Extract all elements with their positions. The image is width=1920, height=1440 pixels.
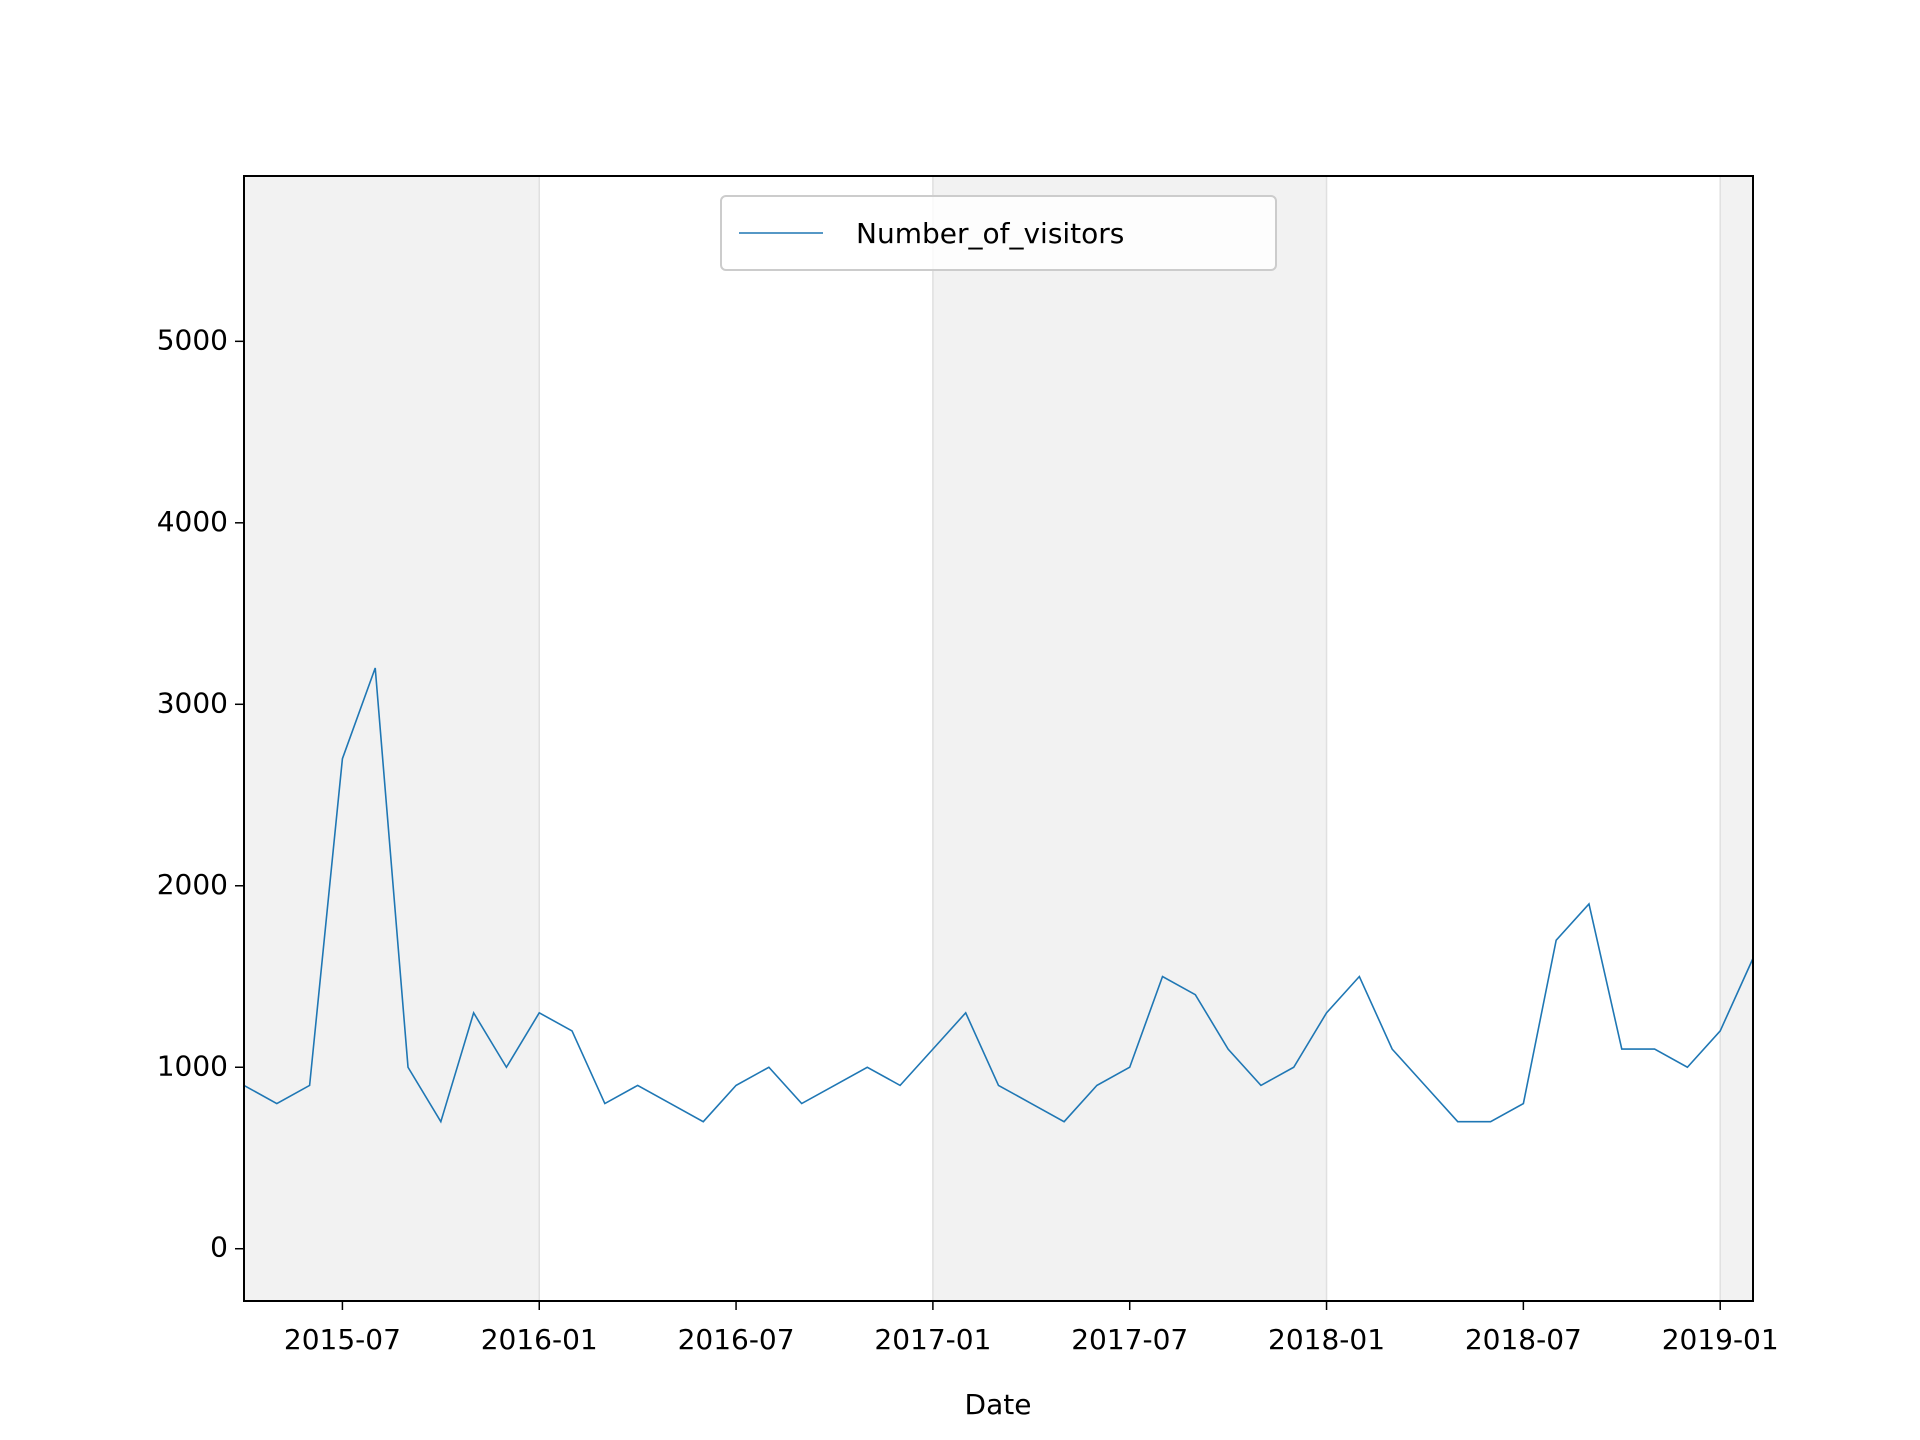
x-tick-label: 2018-07 [1465, 1323, 1582, 1356]
y-tick-label: 3000 [157, 686, 228, 719]
x-axis-label: Date [965, 1388, 1032, 1421]
x-tick-label: 2018-01 [1268, 1323, 1385, 1356]
plot-frame [243, 175, 1754, 1302]
y-tick-label: 5000 [157, 323, 228, 356]
y-tick-label: 4000 [157, 505, 228, 538]
shaded-span [932, 175, 1328, 1302]
x-tick-label: 2016-01 [481, 1323, 598, 1356]
y-tick-label: 1000 [157, 1049, 228, 1082]
data-line [243, 667, 1754, 1124]
x-tick-label: 2019-01 [1662, 1323, 1779, 1356]
x-tick-label: 2015-07 [284, 1323, 401, 1356]
x-tick-label: 2017-07 [1071, 1323, 1188, 1356]
x-tick-label: 2017-01 [874, 1323, 991, 1356]
y-tick-label: 0 [210, 1231, 228, 1264]
shaded-span [1719, 175, 1754, 1302]
legend-box [720, 195, 1277, 271]
legend-label: Number_of_visitors [856, 217, 1124, 250]
y-tick-label: 2000 [157, 868, 228, 901]
x-tick-label: 2016-07 [678, 1323, 795, 1356]
shaded-span [243, 175, 540, 1302]
